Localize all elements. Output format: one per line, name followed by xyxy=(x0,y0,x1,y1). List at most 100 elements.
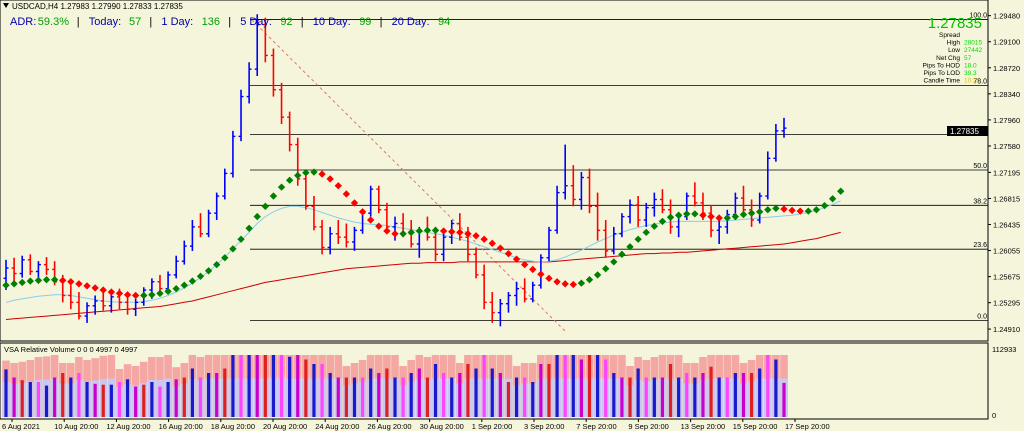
fast-ma-dot xyxy=(172,284,180,293)
volume-bar xyxy=(61,373,65,417)
volume-bar xyxy=(360,377,365,417)
volume-bar xyxy=(279,355,284,417)
fast-ma-dot xyxy=(488,239,496,248)
fast-ma-dot xyxy=(107,288,116,296)
info-label: Pips To HOD xyxy=(923,62,961,69)
volume-bar xyxy=(20,380,24,417)
price-panel-frame xyxy=(0,0,989,342)
fast-ma-dot xyxy=(34,276,43,285)
volume-bar xyxy=(498,373,502,417)
fast-ma-dot xyxy=(788,206,796,215)
current-price-tag xyxy=(947,126,988,136)
volume-bar xyxy=(393,377,397,417)
adr-label: 5 Day: xyxy=(240,16,272,28)
price-tick-label: 1.29480 xyxy=(993,12,1020,21)
fast-ma-dot xyxy=(99,286,107,294)
price-tick-label: 1.25295 xyxy=(993,299,1020,308)
volume-bar xyxy=(117,382,122,417)
adr-value: 99 xyxy=(359,16,371,28)
fast-ma-dot xyxy=(26,277,34,285)
fast-ma-dot xyxy=(666,213,675,221)
volume-bar xyxy=(166,382,170,417)
price-tick-label: 1.29100 xyxy=(993,38,1020,47)
volume-bar xyxy=(766,355,770,417)
fast-ma-dot xyxy=(196,272,205,280)
volume-bar xyxy=(579,359,583,417)
fast-ma-dot xyxy=(18,278,26,287)
volume-bar xyxy=(142,384,146,417)
volume-bar xyxy=(749,373,754,417)
fast-ma-dot xyxy=(577,279,586,287)
info-label: High xyxy=(947,40,961,47)
volume-bar xyxy=(539,364,543,417)
volume-bar xyxy=(523,377,527,417)
volume-bar xyxy=(620,377,624,417)
adr-value: 59.3% xyxy=(38,16,69,28)
chart-menu-icon[interactable] xyxy=(3,3,9,8)
volume-bar xyxy=(377,373,381,417)
volume-bar xyxy=(77,373,81,417)
volume-bar xyxy=(782,382,786,417)
fast-ma-dot xyxy=(828,195,837,203)
fast-ma-dot xyxy=(561,280,569,288)
volume-bar xyxy=(312,364,316,417)
price-tick-label: 1.28340 xyxy=(993,90,1020,99)
adr-label: ADR: xyxy=(10,16,36,28)
volume-bar xyxy=(125,379,130,417)
info-value: 57 xyxy=(964,55,972,62)
fast-ma-dot xyxy=(180,281,188,289)
volume-bar xyxy=(93,383,97,417)
fast-ma-dot xyxy=(634,235,642,243)
volume-axis-bottom: 0 xyxy=(992,411,996,420)
time-tick-label: 15 Sep 20:00 xyxy=(733,422,778,431)
moving-averages xyxy=(5,200,841,320)
slow-ma-line xyxy=(5,231,841,320)
price-tick-label: 1.27960 xyxy=(993,116,1020,125)
fast-ma-dot xyxy=(780,205,788,213)
volume-bar xyxy=(231,355,235,417)
fast-ma-dot xyxy=(156,289,164,298)
current-price: 1.27835 xyxy=(928,15,982,32)
volume-bar xyxy=(425,377,430,417)
fib-label: 38.2 xyxy=(973,198,987,205)
fast-ma-dot xyxy=(140,291,148,300)
fast-ma-dot xyxy=(796,207,804,215)
fib-label: 23.6 xyxy=(973,242,987,249)
time-tick-label: 9 Sep 20:00 xyxy=(628,422,668,431)
time-tick-label: 18 Aug 20:00 xyxy=(211,422,255,431)
volume-bar xyxy=(101,384,105,417)
candlesticks xyxy=(3,14,787,327)
volume-bar xyxy=(190,368,194,417)
volume-bar xyxy=(490,368,494,417)
fast-ma-dot xyxy=(626,243,634,251)
info-value: 10:25 xyxy=(964,78,981,85)
volume-bar xyxy=(596,355,600,417)
volume-bar xyxy=(474,368,478,417)
price-tick-label: 1.26055 xyxy=(993,247,1020,256)
fibonacci-levels: 100.078.061.850.038.223.60.0 xyxy=(250,12,988,321)
fast-ma-dot xyxy=(213,260,221,269)
info-value: 28015 xyxy=(964,40,982,47)
volume-bars xyxy=(2,355,788,417)
volume-bar xyxy=(409,373,413,417)
fast-ma-dot xyxy=(131,291,140,300)
volume-bar xyxy=(693,377,697,417)
fast-ma-dot xyxy=(747,209,756,217)
fast-ma-dot xyxy=(10,280,18,288)
fast-ma-dot xyxy=(545,274,553,283)
adr-value: 136 xyxy=(202,16,220,28)
fast-ma-dot xyxy=(593,271,602,279)
current-price-tag-label: 1.27835 xyxy=(950,127,979,136)
volume-bar xyxy=(223,368,227,417)
volume-bar xyxy=(288,356,292,417)
volume-bar xyxy=(53,377,57,417)
time-tick-label: 20 Aug 20:00 xyxy=(263,422,307,431)
volume-bar xyxy=(547,364,551,417)
info-label: Low xyxy=(948,47,960,54)
volume-bar xyxy=(685,373,689,417)
volume-bar xyxy=(668,364,673,417)
volume-bar xyxy=(271,355,276,417)
fast-ma-dot xyxy=(715,214,723,222)
volume-bar xyxy=(677,377,681,417)
